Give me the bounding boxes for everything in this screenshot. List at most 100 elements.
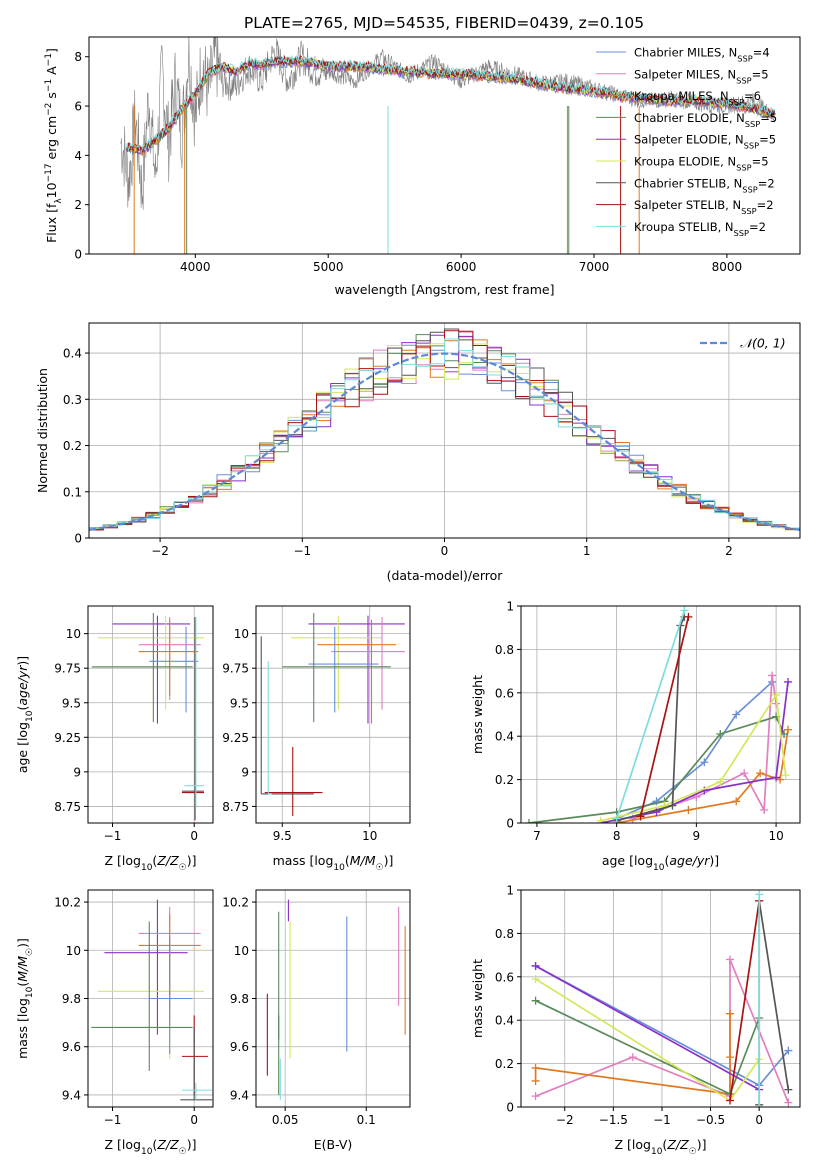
x-axis-label-part: age [log — [602, 853, 653, 868]
weight-marker-kroupa_miles — [531, 1063, 540, 1072]
legend-entry: Salpeter MILES, NSSP=5 — [634, 67, 769, 85]
legend-entry-part: SSP — [734, 228, 749, 238]
legend-entry-part: Kroupa STELIB, N — [634, 220, 734, 234]
x-axis-label-part: mass [log — [273, 853, 334, 868]
x-tick-label: 9.5 — [273, 829, 292, 843]
y-axis-label-part: −1 — [44, 79, 54, 92]
y-tick-label: 0.2 — [495, 1057, 514, 1071]
y-tick-label: 0 — [74, 532, 82, 546]
x-tick-label: 9 — [693, 829, 701, 843]
normal-curve — [89, 352, 800, 531]
x-tick-label: 1 — [583, 544, 591, 558]
y-tick-label: 10.2 — [54, 896, 81, 910]
y-axis-label-part: 10 — [25, 710, 35, 722]
x-axis-label-part: ( — [664, 853, 669, 868]
x-axis-label-part: M/M — [350, 853, 376, 868]
y-tick-label: 8.75 — [222, 800, 249, 814]
x-axis-label-part: )] — [384, 853, 394, 868]
weight-line-salpeter_stelib — [729, 900, 761, 1101]
legend-entry: Kroupa STELIB, NSSP=2 — [634, 220, 766, 238]
legend-entry-part: SSP — [736, 75, 751, 85]
x-tick-label: 5000 — [313, 260, 344, 274]
weight-marker-kroupa_miles — [726, 1053, 735, 1062]
y-axis-label-part: age/yr — [15, 665, 30, 706]
x-tick-label: −1 — [104, 829, 122, 843]
histogram-salpeter_stelib — [89, 330, 800, 532]
x-axis-label-part: ☉ — [689, 1147, 697, 1157]
x-axis-label-part: ( — [152, 1137, 157, 1152]
x-axis-label-part: Z [log — [105, 1137, 141, 1152]
x-tick-label: 8000 — [712, 260, 743, 274]
weight-marker-salpeter_miles — [784, 1098, 793, 1107]
weight-marker-kroupa_miles — [784, 725, 793, 734]
mass_vs_ebv-plot-area — [266, 899, 406, 1100]
y-axis-label-part: −17 — [44, 163, 54, 182]
x-tick-label: 2 — [725, 544, 733, 558]
weight-marker-chabrier_miles — [732, 710, 741, 719]
x-tick-label: −0.5 — [696, 1113, 725, 1127]
y-tick-label: 8 — [74, 50, 82, 64]
weight-marker-kroupa_stelib — [755, 890, 764, 899]
legend-entry-part: SSP — [741, 206, 756, 216]
massweight_vs_Z-plot-area — [531, 890, 793, 1107]
legend-entry-part: SSP — [745, 119, 760, 129]
y-axis-label-part: ( — [15, 982, 30, 987]
y-tick-label: 0.8 — [495, 927, 514, 941]
weight-line-kroupa_stelib — [615, 610, 686, 819]
axes-frame — [520, 889, 801, 1108]
weight-line-kroupa_elodie — [600, 692, 787, 822]
y-axis-label-part: )] — [15, 938, 30, 948]
y-axis-label-part: λ — [54, 198, 64, 204]
legend-entry-part: Salpeter MILES, N — [634, 67, 736, 81]
x-axis-label-part: Z/Z — [666, 1137, 689, 1152]
weight-marker-kroupa_miles — [756, 769, 765, 778]
y-axis-label-part: )] — [15, 656, 30, 666]
weight-marker-salpeter_miles — [628, 1053, 637, 1062]
legend-entry-part: Chabrier ELODIE, N — [634, 111, 745, 125]
legend-entry-part: Salpeter ELODIE, N — [634, 133, 744, 147]
legend-entry-part: =5 — [759, 133, 776, 147]
weight-marker-kroupa_stelib — [755, 1103, 764, 1107]
legend-entry-part: =6 — [744, 89, 761, 103]
weight-line-kroupa_miles — [616, 729, 789, 823]
weight-marker-salpeter_elodie — [784, 677, 793, 686]
legend-entry-part: =5 — [760, 111, 777, 125]
legend-entry-part: Kroupa ELODIE, N — [634, 155, 736, 169]
y-tick-label: 0.2 — [495, 773, 514, 787]
y-tick-label: 0 — [506, 817, 514, 831]
legend-entry: Chabrier MILES, NSSP=4 — [634, 46, 770, 64]
y-axis-label: mass weight — [470, 959, 485, 1038]
x-tick-label: 7000 — [579, 260, 610, 274]
x-axis-label: wavelength [Angstrom, rest frame] — [334, 282, 554, 297]
y-tick-label: 1 — [506, 600, 514, 614]
x-axis-label: mass [log10(M/M☉)] — [273, 853, 394, 873]
y-tick-label: 0 — [74, 248, 82, 262]
massweight_vs_age-plot-area — [524, 606, 793, 823]
x-axis-label-part: )] — [187, 1137, 197, 1152]
axes-frame — [520, 605, 801, 824]
x-axis-label-part: E(B-V) — [314, 1137, 353, 1152]
legend-entry-part: Kroupa MILES, N — [634, 89, 729, 103]
y-axis-label: mass [log10(M/M☉)] — [15, 938, 35, 1059]
x-tick-label: 6000 — [446, 260, 477, 274]
y-axis-label-part: ( — [15, 706, 30, 711]
histogram-kroupa_stelib — [89, 338, 800, 531]
legend-entry: Kroupa MILES, NSSP=6 — [634, 89, 761, 107]
y-axis-label: Flux [fλ10−17 erg cm−2 s−1 A−1] — [44, 48, 64, 243]
y-tick-label: 9.75 — [222, 662, 249, 676]
y-tick-label: 10.2 — [222, 896, 249, 910]
x-tick-label: −1 — [293, 544, 311, 558]
x-axis-label-part: ( — [152, 853, 157, 868]
y-tick-label: 0 — [506, 1101, 514, 1115]
x-axis-label-part: Z/Z — [156, 853, 179, 868]
y-tick-label: 2 — [74, 198, 82, 212]
weight-marker-chabrier_miles — [784, 1046, 793, 1055]
y-axis-label-part: age [log — [15, 722, 30, 773]
y-axis-label-part: erg cm — [44, 116, 59, 164]
legend-entry-part: =2 — [758, 176, 775, 190]
y-tick-label: 0.8 — [495, 643, 514, 657]
weight-line-salpeter_stelib — [639, 616, 690, 817]
x-axis-label-part: Z [log — [615, 1137, 651, 1152]
